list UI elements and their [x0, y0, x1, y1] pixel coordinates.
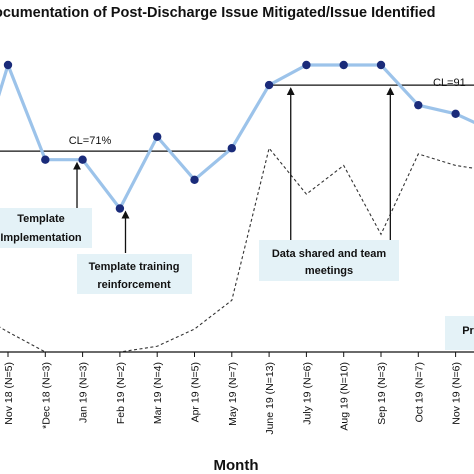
x-axis-label: Month — [214, 457, 259, 474]
annotation-text-1-1: Template — [17, 213, 64, 225]
x-tick-label: July 19 (N=6) — [301, 362, 313, 425]
data-point — [115, 204, 125, 213]
annotation-text-1-2: Implementation — [0, 232, 82, 244]
x-tick-label: Oct 19 (N=7) — [413, 362, 425, 422]
control-limit-label-2: CL=91 — [433, 77, 466, 89]
chart-title: ocumentation of Post-Discharge Issue Mit… — [0, 5, 436, 21]
annotation-box-2 — [77, 254, 192, 294]
x-tick-label: Aug 19 (N=10) — [339, 362, 351, 431]
x-tick-label: Apr 19 (N=5) — [190, 362, 202, 422]
data-point — [414, 100, 423, 110]
data-point — [451, 109, 460, 118]
annotation-arrows — [73, 87, 395, 253]
annotation-text-4-1: Pr — [462, 325, 474, 337]
data-point — [153, 132, 162, 141]
x-tick-label: Sep 19 (N=3) — [376, 362, 388, 425]
data-point — [190, 175, 199, 184]
x-tick-label: *Dec 18 (N=3) — [40, 362, 52, 429]
x-tick-label: June 19 (N=13) — [264, 362, 276, 435]
series-layer — [0, 60, 474, 353]
data-point — [264, 80, 274, 90]
x-tick-label: Jan 19 (N=3) — [78, 362, 90, 423]
annotation-box-3 — [259, 240, 399, 281]
x-axis-ticks: Nov 18 (N=5) *Dec 18 (N=3) Jan 19 (N=3) Feb… — [3, 352, 463, 435]
x-tick-label: May 19 (N=7) — [227, 362, 239, 426]
annotation-box-1 — [0, 208, 92, 248]
data-point — [3, 60, 13, 70]
dashed-series-line — [0, 147, 474, 353]
data-point — [376, 60, 386, 70]
x-tick-label: Mar 19 (N=4) — [152, 362, 164, 424]
annotation-text-3-2: meetings — [305, 265, 353, 277]
data-point — [302, 60, 311, 70]
data-point — [339, 60, 348, 70]
annotation-text-3-1: Data shared and team — [272, 248, 387, 260]
data-point — [227, 144, 236, 153]
x-tick-label: Nov 19 (N=6) — [451, 362, 463, 425]
x-tick-label: Nov 18 (N=5) — [3, 362, 15, 425]
annotation-text-2-2: reinforcement — [97, 279, 171, 291]
reference-lines: CL=71% CL=91 — [0, 77, 474, 152]
x-tick-label: Feb 19 (N=2) — [115, 362, 127, 424]
data-point — [41, 155, 50, 164]
data-point — [78, 155, 87, 164]
annotation-box-4 — [445, 316, 474, 350]
annotation-text-2-1: Template training — [89, 261, 180, 273]
annotation-boxes: Template Implementation Template training r… — [0, 208, 474, 350]
control-limit-label-1: CL=71% — [69, 135, 112, 147]
